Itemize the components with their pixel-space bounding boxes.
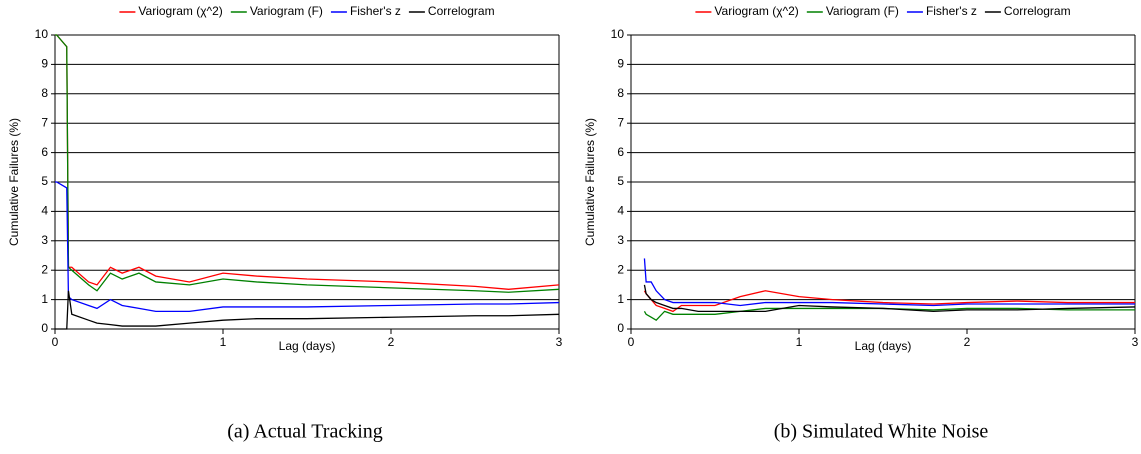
y-tick-label: 10 xyxy=(35,27,49,41)
y-tick-label: 6 xyxy=(41,145,48,159)
legend-label: Fisher's z xyxy=(926,4,977,18)
y-tick-label: 4 xyxy=(617,204,624,218)
legend-label: Fisher's z xyxy=(350,4,401,18)
y-tick-label: 2 xyxy=(41,262,48,276)
data-line xyxy=(643,290,1135,313)
y-tick-label: 0 xyxy=(617,321,624,335)
legend-label: Correlogram xyxy=(1004,4,1071,18)
y-tick-label: 0 xyxy=(41,321,48,335)
x-tick-label: 1 xyxy=(220,335,227,349)
chart-panel: 0 1 2 3 4 5 6 7 8 9 10 0 1 2 3 Lag (days) Cumulative Fai… xyxy=(7,4,562,442)
y-tick-label: 5 xyxy=(617,174,624,188)
legend-label: Variogram (χ^2) xyxy=(714,4,798,18)
caption: (a) Actual Tracking xyxy=(227,421,383,443)
y-tick-label: 4 xyxy=(41,204,48,218)
chart-panel: 0 1 2 3 4 5 6 7 8 9 10 0 1 2 3 Lag (days) Cumulative Fai… xyxy=(583,4,1138,442)
x-tick-label: 1 xyxy=(796,335,803,349)
y-tick-label: 7 xyxy=(617,115,624,129)
y-tick-label: 10 xyxy=(611,27,625,41)
legend-label: Correlogram xyxy=(428,4,495,18)
y-tick-label: 6 xyxy=(617,145,624,159)
x-tick-label: 0 xyxy=(52,335,59,349)
x-tick-label: 2 xyxy=(964,335,971,349)
y-tick-label: 5 xyxy=(41,174,48,188)
x-axis-label: Lag (days) xyxy=(855,339,912,353)
y-tick-label: 8 xyxy=(617,86,624,100)
y-axis-label: Cumulative Failures (%) xyxy=(583,118,597,246)
legend-label: Variogram (χ^2) xyxy=(138,4,222,18)
y-tick-label: 9 xyxy=(41,57,48,71)
data-line xyxy=(55,34,560,290)
data-line xyxy=(55,290,560,330)
y-tick-label: 1 xyxy=(617,292,624,306)
x-tick-label: 0 xyxy=(628,335,635,349)
data-line xyxy=(643,307,1135,322)
legend: Variogram (χ^2) Variogram (F) Fisher's z Co… xyxy=(119,4,495,18)
y-tick-label: 9 xyxy=(617,57,624,71)
data-line xyxy=(643,258,1135,307)
x-tick-label: 3 xyxy=(1132,335,1139,349)
legend: Variogram (χ^2) Variogram (F) Fisher's z Co… xyxy=(695,4,1071,18)
x-axis-label: Lag (days) xyxy=(279,339,336,353)
y-tick-label: 3 xyxy=(41,233,48,247)
data-line xyxy=(55,181,560,313)
y-tick-label: 2 xyxy=(617,262,624,276)
y-axis-label: Cumulative Failures (%) xyxy=(7,118,21,246)
data-line xyxy=(643,284,1136,313)
y-tick-label: 7 xyxy=(41,115,48,129)
legend-label: Variogram (F) xyxy=(250,4,323,18)
y-tick-label: 3 xyxy=(617,233,624,247)
data-line xyxy=(55,34,560,293)
x-tick-label: 3 xyxy=(556,335,563,349)
caption: (b) Simulated White Noise xyxy=(774,421,989,443)
y-tick-label: 1 xyxy=(41,292,48,306)
x-tick-label: 2 xyxy=(388,335,395,349)
y-tick-label: 8 xyxy=(41,86,48,100)
legend-label: Variogram (F) xyxy=(826,4,899,18)
